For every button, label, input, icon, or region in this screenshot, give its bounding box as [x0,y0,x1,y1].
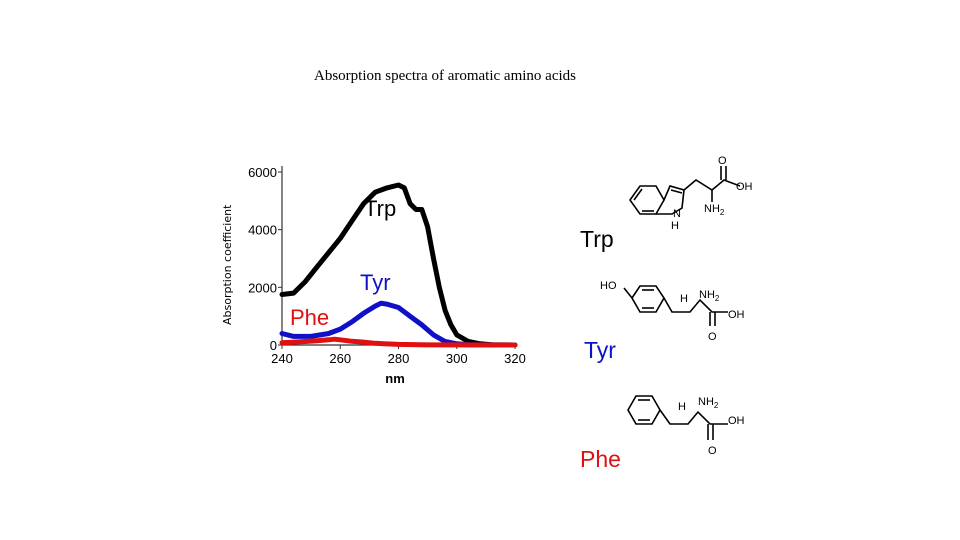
chart-series [279,182,518,348]
y-axis-label: Absorption coefficient [221,204,234,325]
x-tick-label: 320 [504,351,526,366]
y-tick-label: 2000 [248,280,277,295]
phe-structure [627,395,728,440]
trp-pyrrole-ring [656,185,685,215]
x-tick-label: 300 [446,351,468,366]
series-label-tyr: Tyr [360,270,391,295]
tyr-nh2-label: NH2 [699,289,720,303]
molecule-label-trp: Trp [580,226,614,252]
y-tick-label: 6000 [248,165,277,180]
phe-side-chain [659,409,728,425]
series-line-tyr [279,300,518,348]
slide-title: Absorption spectra of aromatic amino aci… [313,68,576,84]
tyr-nh2-main: NH [699,289,715,301]
x-axis-label: nm [385,371,405,386]
series-label-trp: Trp [364,196,396,221]
x-tick-label: 240 [271,351,293,366]
trp-h-label: H [671,220,679,232]
trp-n-label: N [673,208,681,220]
tyr-o-label: O [708,331,717,343]
series-label-phe: Phe [290,305,329,330]
phe-oh-label: OH [728,415,745,427]
molecule-label-tyr: Tyr [584,337,616,363]
series-line-phe [279,336,518,348]
trp-o-label: O [718,155,727,167]
trp-side-chain [683,179,741,191]
trp-nh2-label: NH2 [704,203,725,217]
series-line-trp [279,182,518,348]
tyr-ho-label: HO [600,280,617,292]
y-tick-label: 0 [270,338,277,353]
phe-nh2-label: NH2 [698,396,719,410]
tyr-oh-label: OH [728,309,745,321]
molecule-label-phe: Phe [580,446,621,472]
trp-benzene-ring [629,185,665,215]
phe-nh2-sub: 2 [714,401,719,410]
trp-nh2-sub: 2 [720,208,725,217]
phe-h-label: H [678,401,686,413]
x-tick-label: 280 [388,351,410,366]
x-tick-label: 260 [329,351,351,366]
phe-nh2-main: NH [698,396,714,408]
trp-structure [629,166,741,215]
tyr-structure [623,285,728,326]
y-tick-label: 4000 [248,223,277,238]
trp-benzene-inner-1 [633,188,643,201]
phe-o-label: O [708,445,717,457]
trp-nh2-main: NH [704,203,720,215]
chart-tick-labels: 240 260 280 300 320 0 2000 4000 6000 [248,165,526,366]
tyr-h-label: H [680,293,688,305]
trp-oh-label: OH [736,181,753,193]
tyr-nh2-sub: 2 [715,294,720,303]
tyr-hydroxyl-bond [623,287,633,299]
trp-pyrrole-double [670,189,683,194]
